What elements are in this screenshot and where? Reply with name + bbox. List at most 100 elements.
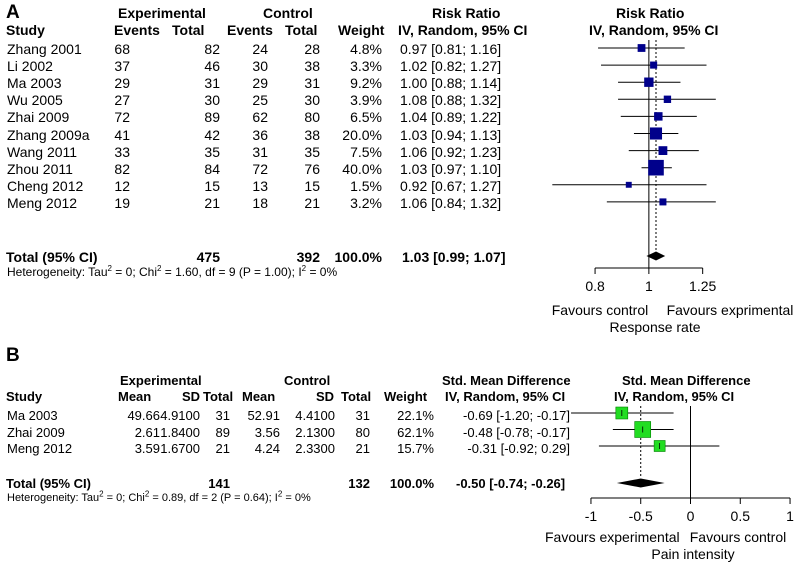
- b-row-ctl_sd: 4.4100: [295, 408, 335, 423]
- a-row-weight: 3.2%: [350, 194, 382, 211]
- a-row-ctl_total: 30: [304, 92, 320, 109]
- b-row-exp_sd: 4.9100: [160, 408, 200, 423]
- a-row-exp_total: 21: [204, 194, 220, 211]
- a-header-study: Study: [6, 22, 45, 38]
- b-plot-title: Std. Mean Difference: [622, 373, 751, 388]
- a-header-weight: Weight: [338, 22, 385, 38]
- b-row-exp_total: 89: [215, 424, 230, 440]
- a-row-weight: 9.2%: [350, 75, 382, 92]
- a-estimate-square: [648, 159, 664, 176]
- a-estimate-square: [658, 146, 668, 155]
- b-row-ci: -0.31 [-0.92; 0.29]: [467, 441, 570, 456]
- a-estimate-square: [637, 44, 646, 52]
- a-row-exp_total: 35: [204, 143, 220, 160]
- b-row-ctl_mean: 4.24: [254, 441, 280, 456]
- a-plot-title: Risk Ratio: [616, 5, 685, 21]
- a-row-exp_events: 29: [114, 75, 130, 92]
- b-favours-right: Favours control: [689, 529, 787, 545]
- a-row-ctl_events: 13: [252, 177, 268, 194]
- b-pooled-diamond: [616, 478, 665, 488]
- a-row-ctl_events: 18: [252, 194, 268, 211]
- a-row-exp_total: 30: [204, 92, 220, 109]
- a-row-exp_total: 15: [204, 177, 220, 194]
- a-row-ctl_events: 25: [252, 92, 268, 109]
- b-total-label: Total (95% CI): [6, 476, 91, 491]
- a-row-ci: 1.02 [0.82; 1.27]: [400, 58, 502, 75]
- b-row-weight: 15.7%: [397, 441, 434, 456]
- a-row-ctl_events: 29: [252, 75, 268, 92]
- b-header-weight: Weight: [384, 389, 428, 404]
- a-row-exp_events: 27: [114, 92, 130, 109]
- a-row-exp_events: 82: [114, 160, 130, 177]
- a-estimate-square: [654, 112, 663, 121]
- a-estimate-square: [663, 95, 672, 103]
- a-row-ctl_events: 72: [252, 160, 268, 177]
- a-row-ctl_total: 31: [304, 75, 320, 92]
- a-header-ctl-events: Events: [227, 22, 273, 38]
- a-row-exp_total: 46: [204, 58, 220, 75]
- a-row-weight: 7.5%: [350, 143, 382, 160]
- b-row-ctl_total: 80: [355, 424, 370, 440]
- b-row-ctl_mean: 3.56: [254, 424, 280, 440]
- a-estimate-square: [659, 198, 667, 206]
- a-row-exp_total: 89: [204, 109, 220, 126]
- a-row-exp_events: 41: [114, 126, 130, 143]
- a-row-exp_events: 12: [114, 177, 130, 194]
- a-header-ci: IV, Random, 95% CI: [398, 22, 528, 38]
- b-row-study: Zhai 2009: [7, 424, 65, 440]
- a-row-exp_total: 84: [204, 160, 220, 177]
- a-row-weight: 40.0%: [342, 160, 382, 177]
- b-row-exp_mean: 3.59: [134, 441, 160, 456]
- a-favours-right: Favours exprimental: [666, 302, 794, 318]
- a-row-study: Ma 2003: [7, 75, 62, 92]
- b-header-exp-mean: Mean: [118, 389, 152, 404]
- b-total-weight: 100.0%: [389, 476, 434, 491]
- a-row-ctl_total: 76: [304, 160, 320, 177]
- panel-b-letter: B: [6, 345, 20, 366]
- a-header-experimental: Experimental: [118, 5, 206, 21]
- a-row-weight: 1.5%: [350, 177, 382, 194]
- b-row-ctl_sd: 2.1300: [295, 424, 335, 440]
- a-row-study: Wu 2005: [7, 92, 63, 109]
- a-row-ci: 1.03 [0.94; 1.13]: [400, 126, 502, 143]
- a-estimate-square: [644, 77, 654, 87]
- b-header-control: Control: [284, 373, 331, 388]
- b-row-exp_mean: 2.61: [134, 424, 160, 440]
- b-header-ctl-sd: SD: [316, 389, 335, 404]
- a-heterogeneity: Heterogeneity: Tau2 = 0; Chi2 = 1.60, df…: [7, 264, 338, 279]
- b-row-exp_sd: 1.8400: [160, 424, 200, 440]
- a-row-ci: 1.04 [0.89; 1.22]: [400, 109, 502, 126]
- a-x-tick-label: 1: [645, 278, 653, 294]
- b-total-ci: -0.50 [-0.74; -0.26]: [456, 476, 566, 491]
- a-row-ci: 0.97 [0.81; 1.16]: [400, 41, 502, 57]
- b-row-ctl_sd: 2.3300: [295, 441, 335, 456]
- a-x-tick-label: 0.8: [585, 278, 605, 294]
- a-header-exp-events: Events: [114, 22, 160, 38]
- b-row-weight: 22.1%: [397, 408, 434, 423]
- a-total-ctl: 392: [296, 249, 320, 265]
- b-header-ctl-mean: Mean: [242, 389, 276, 404]
- a-axis-label: Response rate: [609, 319, 701, 335]
- a-row-ctl_total: 38: [304, 58, 320, 75]
- a-row-ci: 1.06 [0.92; 1.23]: [400, 143, 502, 160]
- b-x-tick-label: -1: [585, 508, 598, 524]
- a-header-ctl-total: Total: [285, 22, 318, 38]
- b-favours-left: Favours experimental: [545, 529, 680, 545]
- b-x-tick-label: 1: [786, 508, 794, 524]
- b-row-ctl_mean: 52.91: [247, 408, 280, 423]
- a-row-exp_events: 33: [114, 143, 130, 160]
- a-row-ctl_total: 28: [304, 41, 320, 57]
- a-row-ci: 1.08 [0.88; 1.32]: [400, 92, 502, 109]
- a-row-ctl_events: 24: [252, 41, 268, 57]
- a-row-study: Zhai 2009: [7, 109, 70, 126]
- b-row-ci: -0.69 [-1.20; -0.17]: [463, 408, 570, 423]
- b-header-smd: Std. Mean Difference: [442, 373, 571, 388]
- b-total-ctl: 132: [348, 476, 370, 491]
- b-header-experimental: Experimental: [120, 373, 202, 388]
- a-header-exp-total: Total: [172, 22, 205, 38]
- a-row-study: Zhou 2011: [7, 160, 73, 177]
- a-row-ctl_total: 15: [304, 177, 320, 194]
- a-row-exp_events: 37: [114, 58, 130, 75]
- a-header-control: Control: [263, 5, 313, 21]
